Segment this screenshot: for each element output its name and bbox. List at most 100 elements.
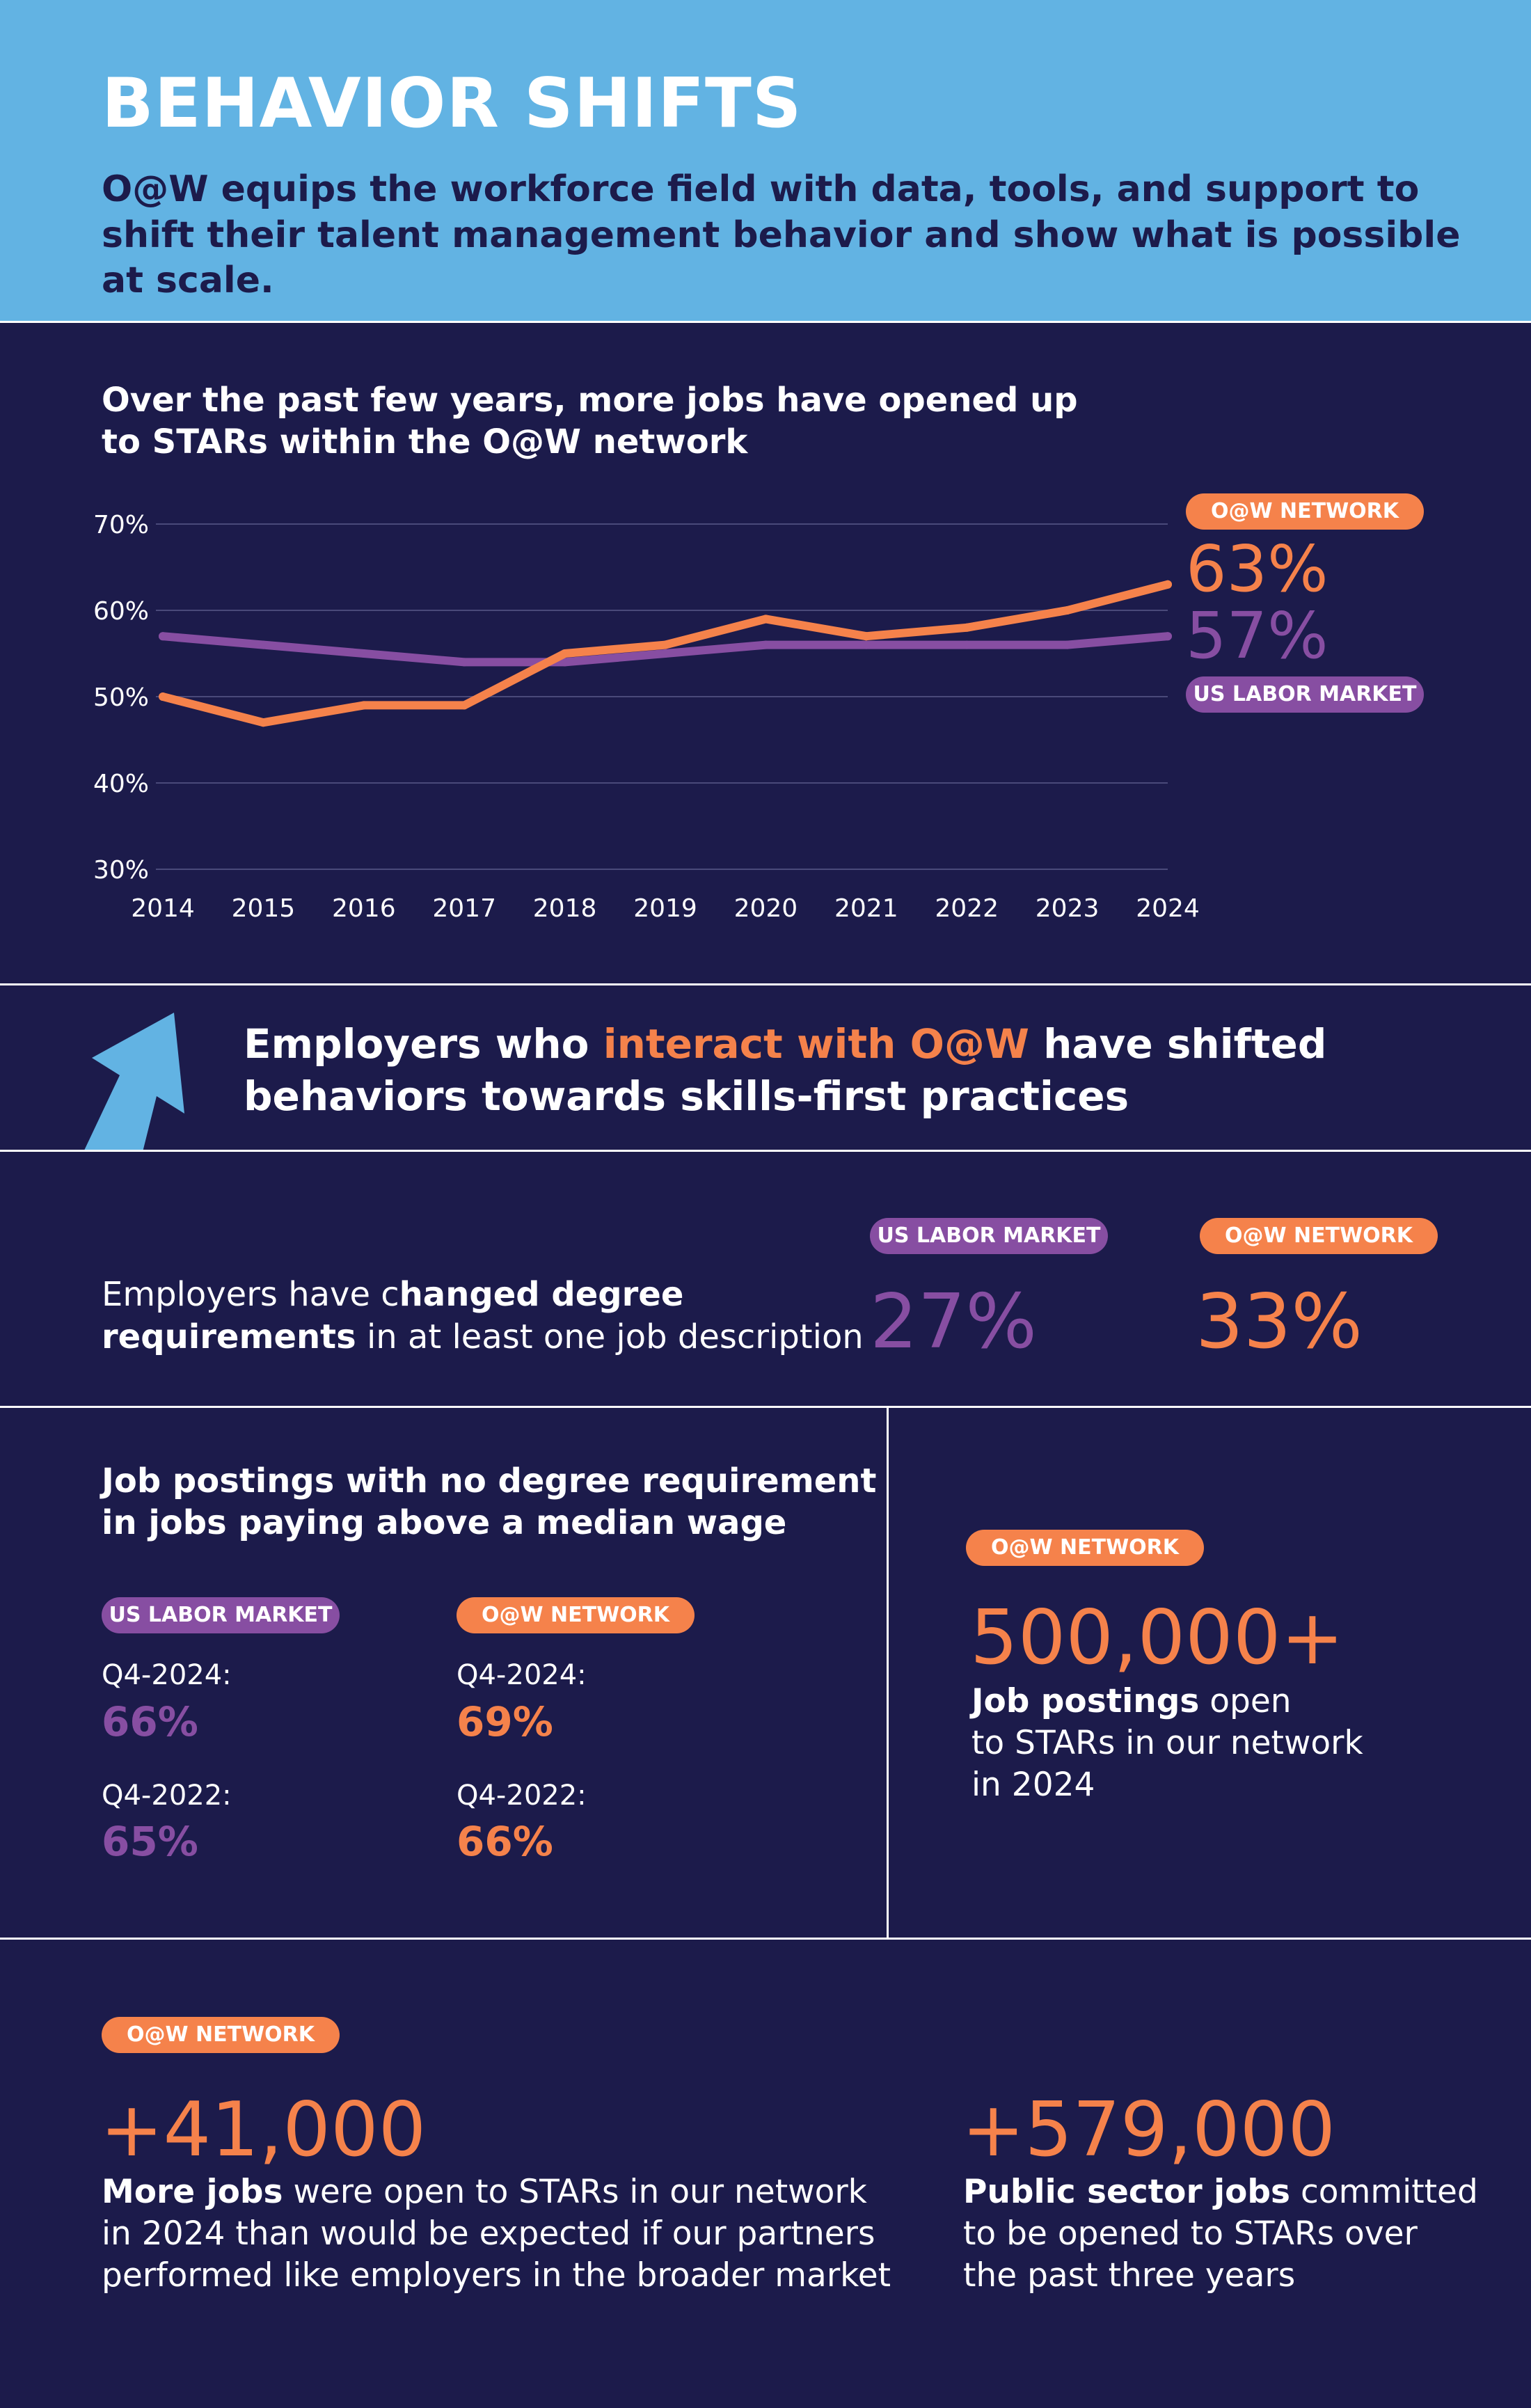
- oaw-network-pill: O@W NETWORK: [1200, 1218, 1438, 1254]
- up-arrow-icon: [84, 1013, 184, 1152]
- data-point: [761, 640, 770, 649]
- more-jobs-text: More jobs were open to STARs in our netw…: [102, 2171, 891, 2297]
- x-tick-label: 2023: [1036, 894, 1100, 923]
- us-q4-2022-label: Q4-2022:: [102, 1780, 232, 1812]
- y-tick-label: 40%: [93, 770, 149, 798]
- more-jobs-value: +41,000: [100, 2086, 427, 2173]
- text-bold: requirements: [102, 1317, 356, 1357]
- text-bold: hanged degree: [399, 1275, 684, 1314]
- data-point: [359, 649, 368, 658]
- us-degree-value: 27%: [870, 1278, 1038, 1365]
- us-labor-pill: US LABOR MARKET: [102, 1597, 340, 1633]
- chart-title: Over the past few years, more jobs have …: [102, 379, 1078, 463]
- x-tick-label: 2014: [131, 894, 195, 923]
- headline-part: have shifted: [1029, 1020, 1327, 1068]
- chart-title-line2: to STARs within the O@W network: [102, 422, 748, 461]
- data-point: [862, 632, 871, 641]
- x-tick-label: 2016: [332, 894, 396, 923]
- data-point: [962, 640, 971, 649]
- data-point: [1164, 580, 1172, 589]
- oaw-q4-2024-value: 69%: [457, 1698, 553, 1745]
- divider: [0, 983, 1531, 985]
- data-point: [962, 623, 971, 632]
- text-bold: Job postings: [971, 1682, 1200, 1720]
- y-tick-label: 50%: [93, 683, 149, 712]
- us-labor-market-series-line: [159, 632, 1172, 667]
- no-degree-title-line2: in jobs paying above a median wage: [102, 1503, 787, 1542]
- text-bold: More jobs: [102, 2173, 283, 2211]
- text-part: committed: [1290, 2173, 1478, 2211]
- text-bold: Public sector jobs: [963, 2173, 1291, 2211]
- x-tick-label: 2024: [1136, 894, 1200, 923]
- y-tick-label: 30%: [93, 856, 149, 885]
- headline-line2: behaviors towards skills-first practices: [244, 1072, 1129, 1120]
- chart-title-line1: Over the past few years, more jobs have …: [102, 381, 1078, 420]
- vertical-divider: [887, 1406, 889, 1938]
- no-degree-title-line1: Job postings with no degree requirement: [102, 1462, 877, 1500]
- page-title: BEHAVIOR SHIFTS: [102, 64, 802, 143]
- oaw-network-pill: O@W NETWORK: [102, 2017, 340, 2053]
- oaw-degree-value: 33%: [1196, 1278, 1363, 1365]
- oaw-network-pill: O@W NETWORK: [457, 1597, 695, 1633]
- header-banner: [0, 0, 1531, 321]
- y-tick-label: 60%: [93, 597, 149, 626]
- x-tick-label: 2019: [633, 894, 697, 923]
- text-part: Employers have c: [102, 1275, 399, 1314]
- data-point: [560, 649, 569, 658]
- divider: [0, 1938, 1531, 1940]
- oaw-q4-2022-value: 66%: [457, 1818, 553, 1865]
- text-line: to STARs in our network: [971, 1724, 1363, 1763]
- x-tick-label: 2015: [232, 894, 296, 923]
- text-line: in 2024 than would be expected if our pa…: [102, 2215, 875, 2253]
- text-part: were open to STARs in our network: [283, 2173, 867, 2211]
- data-point: [1063, 640, 1072, 649]
- divider: [0, 1150, 1531, 1152]
- us-q4-2024-label: Q4-2024:: [102, 1659, 232, 1691]
- public-sector-value: +579,000: [962, 2086, 1336, 2173]
- text-line: in 2024: [971, 1766, 1095, 1805]
- text-line: the past three years: [963, 2256, 1296, 2295]
- x-tick-label: 2020: [734, 894, 798, 923]
- text-part: in at least one job description: [356, 1317, 864, 1357]
- oaw-q4-2024-label: Q4-2024:: [457, 1659, 587, 1691]
- x-tick-label: 2021: [834, 894, 898, 923]
- oaw-end-value: 63%: [1186, 532, 1328, 606]
- chart-gridlines: [156, 523, 1168, 870]
- chart-series: [159, 580, 1172, 727]
- us-labor-legend-pill: US LABOR MARKET: [1186, 676, 1424, 713]
- y-tick-label: 70%: [93, 511, 149, 539]
- data-point: [661, 640, 669, 649]
- data-point: [460, 658, 469, 667]
- data-point: [862, 640, 871, 649]
- page-subtitle: O@W equips the workforce field with data…: [102, 168, 1461, 302]
- data-point: [1164, 632, 1172, 641]
- oaw-q4-2022-label: Q4-2022:: [457, 1780, 587, 1812]
- data-point: [259, 640, 268, 649]
- headline-highlight: interact with O@W: [603, 1020, 1029, 1068]
- x-axis-ticks: 2014 2015 2016 2017 2018 2019 2020 2021 2022 2023…: [131, 894, 1200, 923]
- employers-shift-headline: Employers who interact with O@W have shi…: [244, 1018, 1326, 1123]
- data-point: [1063, 606, 1072, 615]
- x-tick-label: 2018: [533, 894, 597, 923]
- job-postings-text: Job postings open to STARs in our networ…: [971, 1681, 1363, 1806]
- oaw-network-pill: O@W NETWORK: [966, 1530, 1204, 1566]
- data-point: [359, 701, 368, 710]
- x-tick-label: 2022: [935, 894, 999, 923]
- us-labor-pill: US LABOR MARKET: [870, 1218, 1108, 1254]
- data-point: [259, 718, 268, 727]
- public-sector-text: Public sector jobs committed to be opene…: [963, 2171, 1478, 2297]
- us-end-value: 57%: [1186, 599, 1328, 673]
- text-part: open: [1199, 1682, 1292, 1720]
- degree-requirements-text: Employers have changed degree requiremen…: [102, 1274, 864, 1359]
- data-point: [460, 701, 469, 710]
- oaw-network-legend-pill: O@W NETWORK: [1186, 493, 1424, 530]
- divider: [0, 1406, 1531, 1408]
- job-postings-value: 500,000+: [970, 1594, 1344, 1681]
- divider: [0, 321, 1531, 323]
- y-axis-ticks: 30% 40% 50% 60% 70%: [93, 511, 149, 885]
- data-point: [560, 658, 569, 667]
- line-chart: 30% 40% 50% 60% 70% 2014 2015 2016 2017 2018 2019…: [93, 511, 1200, 923]
- data-point: [761, 615, 770, 624]
- text-line: to be opened to STARs over: [963, 2215, 1418, 2253]
- no-degree-title: Job postings with no degree requirement …: [102, 1460, 876, 1544]
